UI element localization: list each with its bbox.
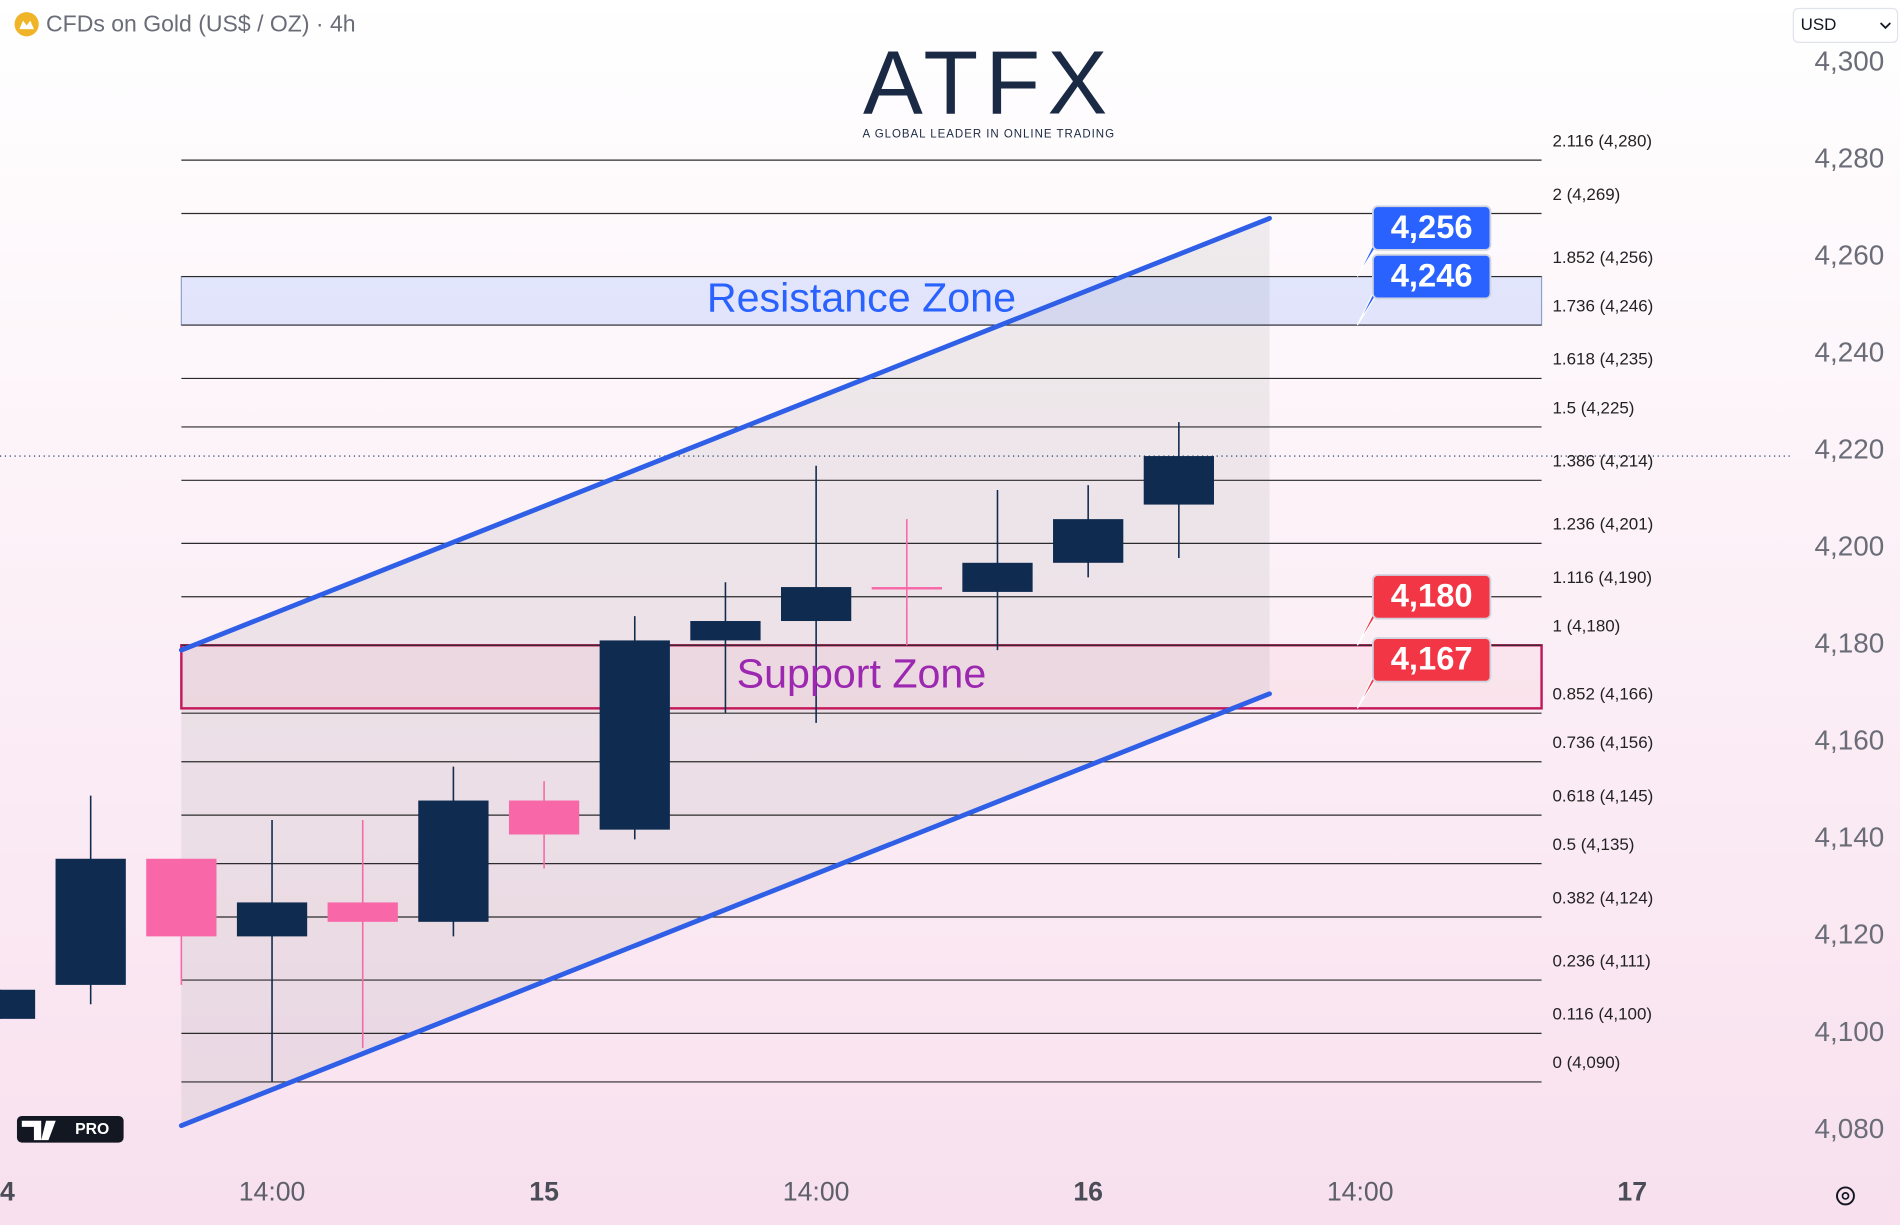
fib-label: 0.736 (4,156)	[1552, 733, 1653, 752]
candle-body	[962, 562, 1033, 592]
price-callout	[1371, 205, 1492, 251]
fib-label: 1.736 (4,246)	[1552, 296, 1653, 315]
price-callout	[1371, 637, 1492, 683]
y-tick-label: 4,300	[1815, 45, 1885, 76]
symbol-icon-glyph	[19, 20, 34, 30]
zone-box	[180, 644, 1543, 710]
overlay: 2.116 (4,280) 2 (4,269) 1.852 (4,256) 1.736…	[707, 131, 1653, 1072]
candle-body	[1053, 519, 1124, 563]
tv-badge-text: PRO	[75, 1121, 109, 1138]
y-tick-label: 4,100	[1815, 1016, 1885, 1047]
x-tick-label: 14:00	[239, 1177, 306, 1207]
candle-body	[690, 621, 761, 641]
fib-label: 0.236 (4,111)	[1552, 951, 1650, 970]
candle-body	[55, 858, 126, 985]
candle-body	[327, 902, 398, 922]
zone-name: Support Zone	[737, 651, 987, 697]
x-tick-label: 14	[0, 1177, 15, 1207]
fib-label: 0.116 (4,100)	[1552, 1005, 1652, 1024]
symbol-icon	[14, 12, 39, 37]
y-tick-label: 4,220	[1815, 434, 1885, 465]
fib-label: 0.382 (4,124)	[1552, 888, 1653, 907]
channel-line	[178, 691, 1272, 1129]
x-tick-label: 16	[1073, 1177, 1103, 1207]
plot-area	[0, 159, 1791, 1129]
fib-label: 1.618 (4,235)	[1552, 350, 1653, 369]
fib-label: 1.5 (4,225)	[1552, 398, 1634, 417]
fib-label: 0 (4,090)	[1552, 1053, 1620, 1072]
price-callout-label: 4,256	[1391, 208, 1473, 245]
fib-label: 0.5 (4,135)	[1552, 835, 1634, 854]
x-tick-label: 14:00	[783, 1177, 850, 1207]
zone-name: Resistance Zone	[707, 275, 1016, 321]
y-tick-label: 4,160	[1815, 725, 1885, 756]
settings-icon-center[interactable]	[1841, 1192, 1850, 1200]
price-callout	[1371, 574, 1492, 620]
currency-chevron[interactable]	[1879, 22, 1891, 30]
tv-logo	[21, 1120, 56, 1141]
y-tick-label: 4,140	[1815, 822, 1885, 853]
brand-logo: ATFX	[863, 33, 1115, 133]
fib-label: 1 (4,180)	[1552, 617, 1620, 636]
currency-selector[interactable]	[1792, 7, 1899, 44]
fib-label: 1.116 (4,190)	[1552, 568, 1652, 587]
fib-label: 1.236 (4,201)	[1552, 515, 1653, 534]
candle-body	[418, 800, 489, 922]
x-tick-label: 17	[1617, 1177, 1647, 1207]
candle-body	[1143, 456, 1214, 505]
price-callout	[1371, 253, 1492, 300]
fib-label: 2 (4,269)	[1552, 185, 1620, 204]
channel-line	[178, 215, 1272, 653]
settings-icon[interactable]	[1836, 1186, 1855, 1206]
candle-body	[599, 640, 670, 830]
candle-body	[780, 587, 852, 622]
price-callout-label: 4,246	[1391, 256, 1473, 293]
y-tick-label: 4,180	[1815, 628, 1885, 659]
candle-body	[146, 858, 217, 937]
fib-label: 1.852 (4,256)	[1552, 248, 1653, 267]
brand-tagline: A GLOBAL LEADER IN ONLINE TRADING	[863, 129, 1115, 141]
candle-body	[871, 587, 942, 590]
candle-body	[0, 989, 36, 1019]
fib-label: 0.852 (4,166)	[1552, 685, 1653, 704]
y-tick-label: 4,120	[1815, 919, 1885, 950]
x-tick-label: 15	[529, 1177, 559, 1207]
fib-label: 0.618 (4,145)	[1552, 786, 1653, 805]
y-tick-label: 4,280	[1815, 142, 1885, 173]
symbol-title: CFDs on Gold (US$ / OZ) · 4h	[46, 11, 356, 37]
fib-label: 2.116 (4,280)	[1552, 131, 1652, 150]
currency-label[interactable]: USD	[1801, 15, 1837, 34]
candle-body	[508, 800, 580, 835]
y-tick-label: 4,080	[1815, 1113, 1885, 1144]
y-tick-label: 4,240	[1815, 337, 1885, 368]
x-tick-label: 14:00	[1327, 1177, 1394, 1207]
price-callout-label: 4,167	[1391, 640, 1473, 677]
candle-body	[236, 902, 308, 937]
price-callout-label: 4,180	[1391, 577, 1473, 614]
fib-label: 1.386 (4,214)	[1552, 452, 1653, 471]
zone-box	[180, 275, 1543, 326]
y-tick-label: 4,200	[1815, 531, 1885, 562]
y-tick-label: 4,260	[1815, 240, 1885, 271]
